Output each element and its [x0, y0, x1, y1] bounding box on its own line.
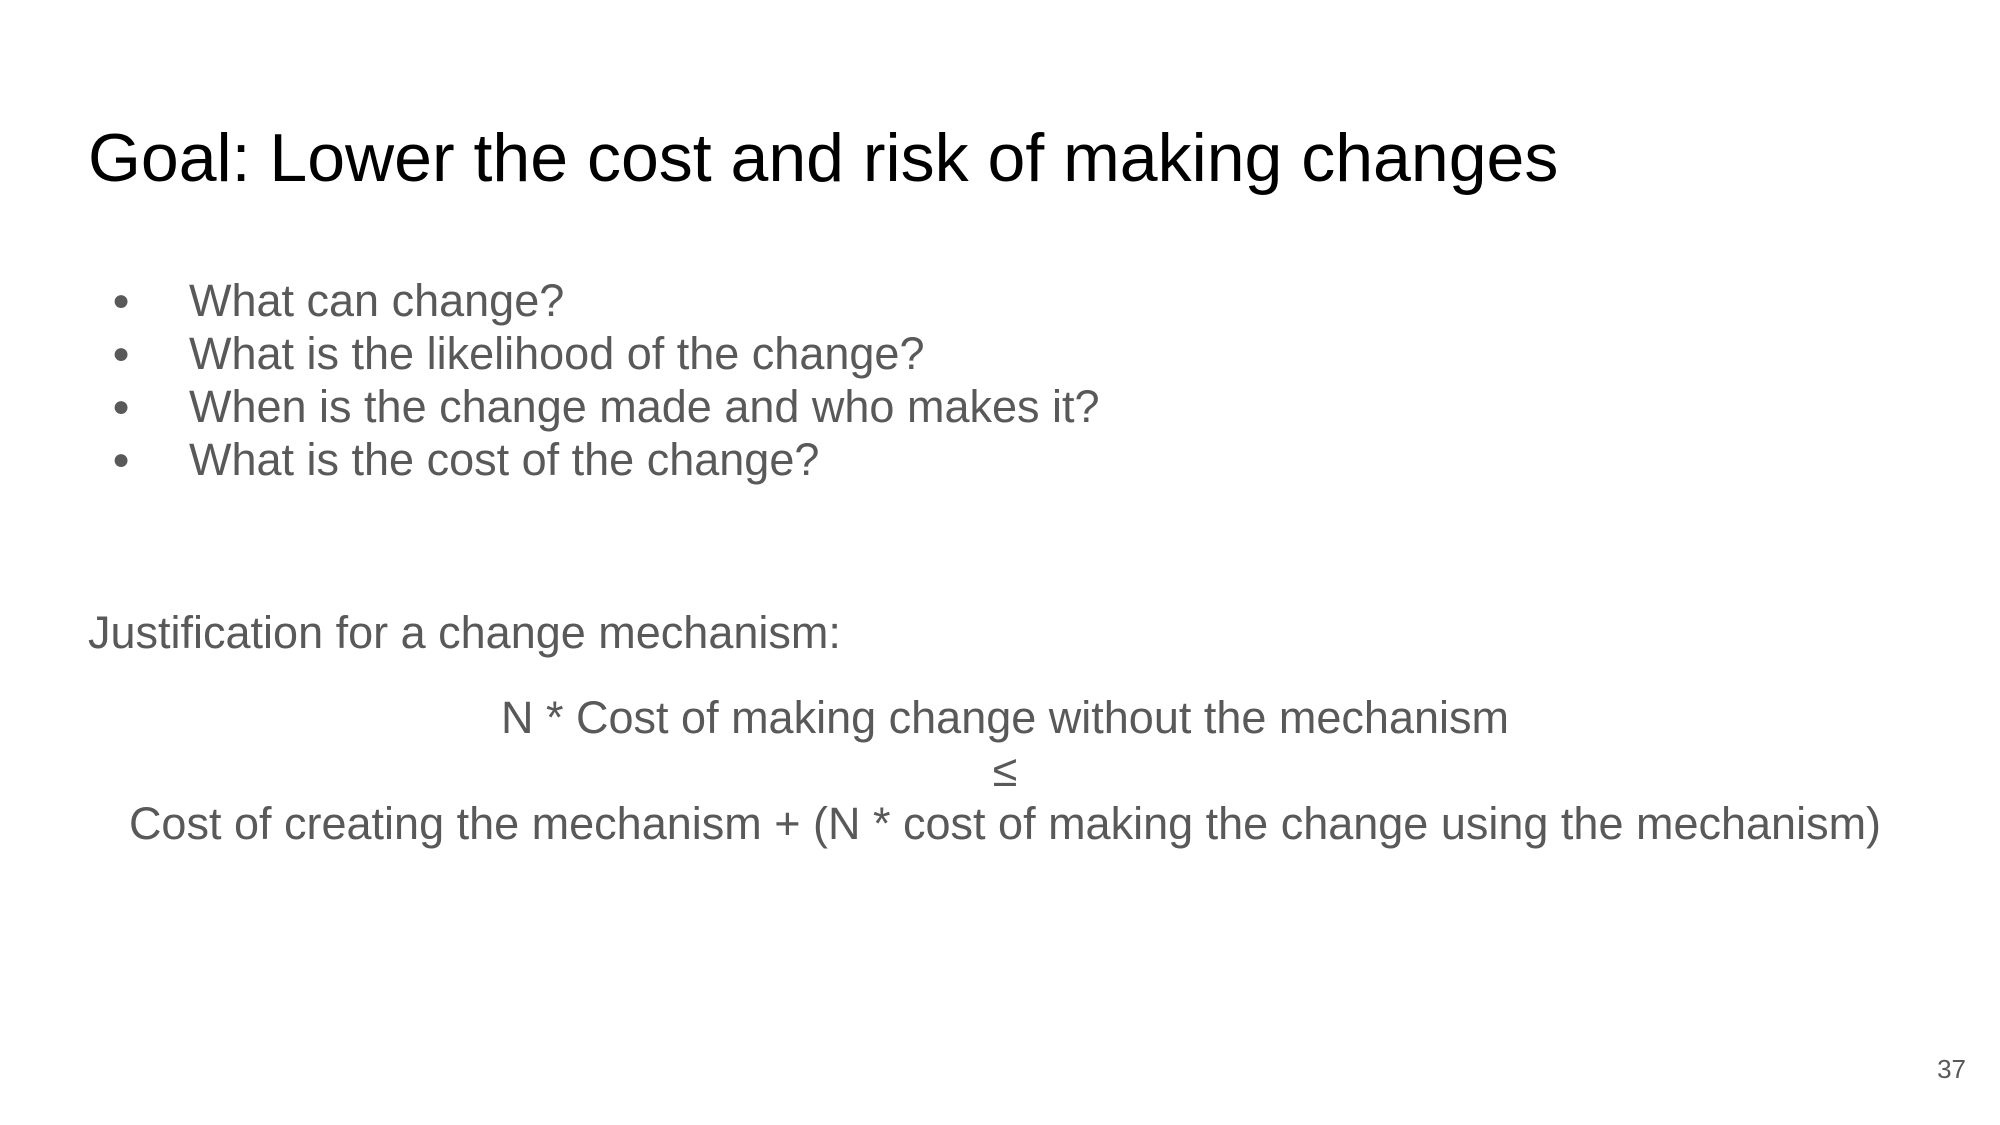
list-item: ● What is the likelihood of the change?	[108, 327, 1100, 380]
formula: N * Cost of making change without the me…	[0, 691, 2000, 850]
bullet-list: ● What can change? ● What is the likelih…	[108, 274, 1100, 486]
list-item: ● When is the change made and who makes …	[108, 380, 1100, 433]
page-number: 37	[1937, 1054, 1966, 1084]
formula-operator: ≤	[992, 745, 1018, 796]
slide-title: Goal: Lower the cost and risk of making …	[88, 120, 1559, 196]
bullet-icon: ●	[112, 284, 131, 317]
bullet-icon: ●	[112, 337, 131, 370]
bullet-text: What is the likelihood of the change?	[189, 328, 925, 379]
list-item: ● What can change?	[108, 274, 1100, 327]
bullet-icon: ●	[112, 390, 131, 423]
bullet-text: What can change?	[189, 275, 565, 326]
formula-rhs: Cost of creating the mechanism + (N * co…	[128, 798, 1882, 849]
bullet-text: What is the cost of the change?	[189, 434, 820, 485]
bullet-icon: ●	[112, 443, 131, 476]
list-item: ● What is the cost of the change?	[108, 433, 1100, 486]
justification-heading: Justification for a change mechanism:	[88, 607, 841, 658]
formula-lhs: N * Cost of making change without the me…	[501, 692, 1509, 743]
bullet-text: When is the change made and who makes it…	[189, 381, 1100, 432]
